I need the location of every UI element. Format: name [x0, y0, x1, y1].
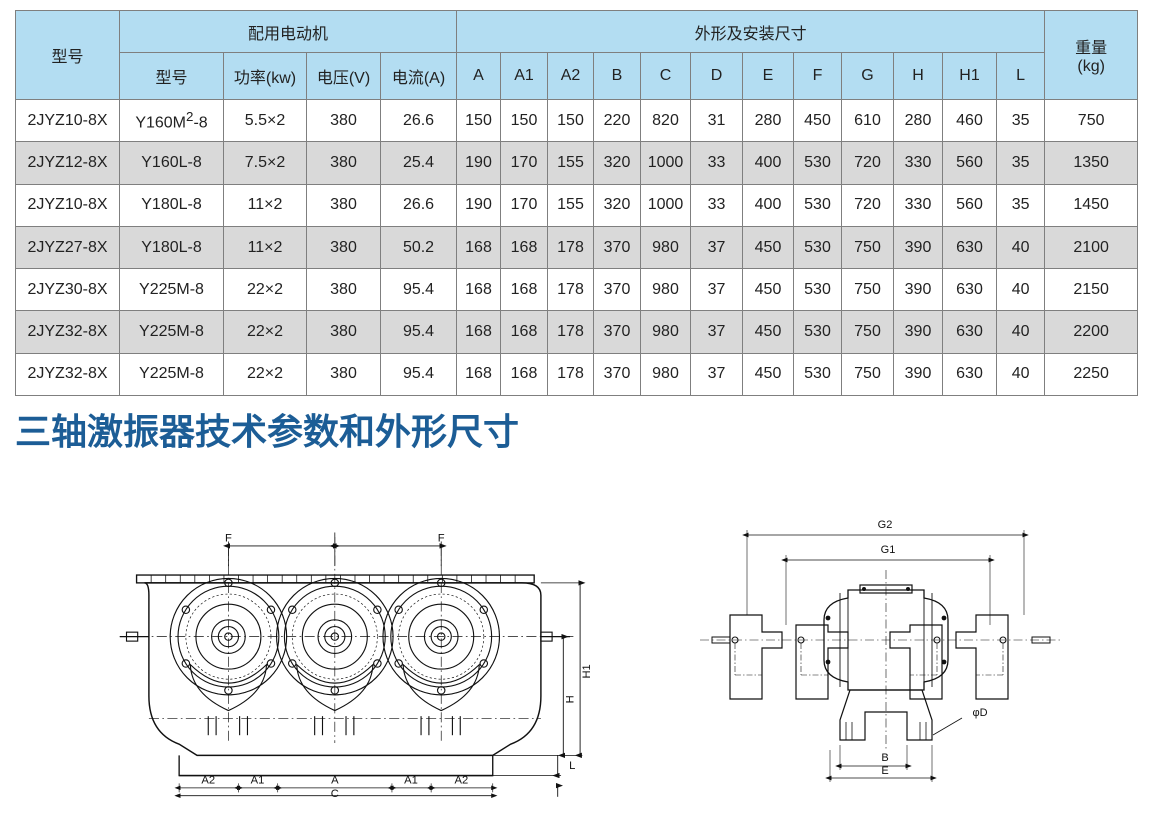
svg-text:A1: A1: [251, 774, 265, 786]
svg-text:C: C: [331, 788, 339, 800]
svg-text:φD: φD: [972, 707, 987, 719]
svg-text:G2: G2: [878, 519, 893, 531]
svg-text:H1: H1: [581, 664, 593, 678]
svg-text:A2: A2: [455, 774, 469, 786]
svg-text:F: F: [438, 532, 445, 544]
svg-text:L: L: [569, 760, 575, 772]
svg-text:A2: A2: [201, 774, 215, 786]
svg-text:F: F: [225, 532, 232, 544]
svg-text:A: A: [331, 774, 339, 786]
svg-text:A1: A1: [404, 774, 418, 786]
svg-text:H: H: [564, 695, 576, 703]
svg-text:G1: G1: [881, 544, 896, 556]
svg-text:B: B: [881, 752, 888, 764]
svg-text:E: E: [881, 765, 888, 777]
